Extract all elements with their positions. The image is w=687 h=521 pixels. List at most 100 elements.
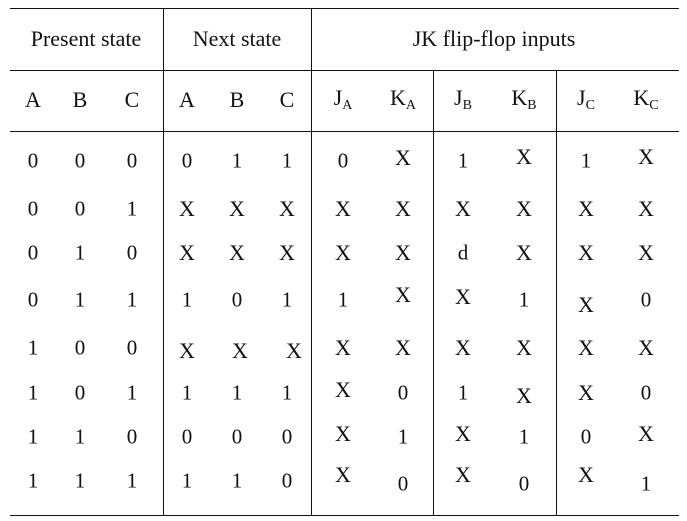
table-cell: X [638,196,654,221]
table-cell: 0 [74,380,86,405]
table-cell: 1 [181,468,193,493]
table-cell: X [578,380,594,405]
table-cell: 1 [337,287,349,312]
table-cell: 0 [281,468,293,493]
table-cell: 1 [126,380,138,405]
table-cell: 1 [518,424,530,449]
column-header-letter: C [279,87,295,112]
table-cell: 1 [231,380,243,405]
table-cell: X [335,240,351,265]
horizontal-rule [10,70,679,71]
table-cell: 0 [397,380,409,405]
table-cell: 1 [518,287,530,312]
column-header-letter: B [72,87,88,112]
table-cell: X [286,338,302,363]
table-cell: X [395,240,411,265]
table-cell: 0 [181,148,193,173]
column-divider [163,8,164,515]
table-cell: X [395,145,411,170]
column-divider [311,8,312,515]
table-cell: X [638,335,654,360]
table-cell: 0 [27,196,39,221]
table-cell: X [179,338,195,363]
column-header: B [73,89,88,111]
column-header: JC [577,87,595,113]
table-cell: X [455,284,471,309]
table-cell: 1 [27,335,39,360]
column-header-letter: K [389,85,406,110]
column-header-subscript: C [585,98,595,113]
table-cell: 0 [640,287,652,312]
column-header-letter: K [633,85,650,110]
table-cell: X [279,196,295,221]
table-cell: 0 [74,196,86,221]
table-cell: 0 [27,148,39,173]
group-header: JK flip-flop inputs [412,26,576,51]
table-cell: X [455,462,471,487]
table-cell: X [516,335,532,360]
table-cell: 0 [231,287,243,312]
column-divider [433,70,434,515]
table-cell: X [516,144,532,169]
table-cell: 0 [231,424,243,449]
table-cell: X [455,335,471,360]
table-cell: 0 [126,148,138,173]
table-cell: 1 [457,380,469,405]
table-cell: X [578,240,594,265]
table-cell: X [578,335,594,360]
table-cell: 1 [27,468,39,493]
table-cell: 1 [181,380,193,405]
table-cell: 0 [27,240,39,265]
table-cell: X [516,240,532,265]
table-cell: X [229,196,245,221]
column-header-letter: K [511,85,528,110]
table-cell: 1 [74,287,86,312]
table-cell: 1 [580,148,592,173]
column-header-letter: J [577,85,586,110]
table-cell: 0 [27,287,39,312]
column-header-subscript: B [462,98,472,113]
column-header: A [25,89,41,111]
table-cell: 1 [74,468,86,493]
table-cell: X [335,462,351,487]
column-header-subscript: B [527,98,537,113]
column-header: A [179,89,195,111]
table-cell: X [335,335,351,360]
table-cell: X [179,196,195,221]
column-header: KA [390,87,416,113]
table-cell: 0 [181,424,193,449]
table-cell: 1 [231,148,243,173]
table-cell: X [455,421,471,446]
table-cell: X [335,196,351,221]
table-cell: d [457,240,469,265]
table-cell: X [229,240,245,265]
table-cell: 1 [126,468,138,493]
table-cell: X [335,377,351,402]
table-cell: 0 [126,424,138,449]
table-cell: 0 [126,335,138,360]
table-cell: X [578,196,594,221]
column-header: JB [454,87,472,113]
column-header-letter: J [333,85,343,110]
table-cell: X [638,144,654,169]
group-header: Next state [192,26,282,51]
table-cell: 1 [27,424,39,449]
column-header: C [280,89,295,111]
column-header-letter: B [229,87,245,112]
column-header: KB [511,87,536,113]
column-header: KC [633,87,658,113]
table-cell: 1 [74,424,86,449]
table-cell: 0 [337,148,349,173]
horizontal-rule [10,8,679,9]
table-cell: X [638,240,654,265]
column-header-subscript: A [342,98,353,113]
table-cell: X [335,421,351,446]
table-cell: 1 [281,148,293,173]
column-header-letter: A [179,87,195,112]
table-cell: X [232,338,248,363]
horizontal-rule [10,131,679,132]
table-cell: 0 [281,424,293,449]
table-cell: X [578,292,594,317]
table-cell: 1 [281,287,293,312]
table-cell: 0 [74,148,86,173]
